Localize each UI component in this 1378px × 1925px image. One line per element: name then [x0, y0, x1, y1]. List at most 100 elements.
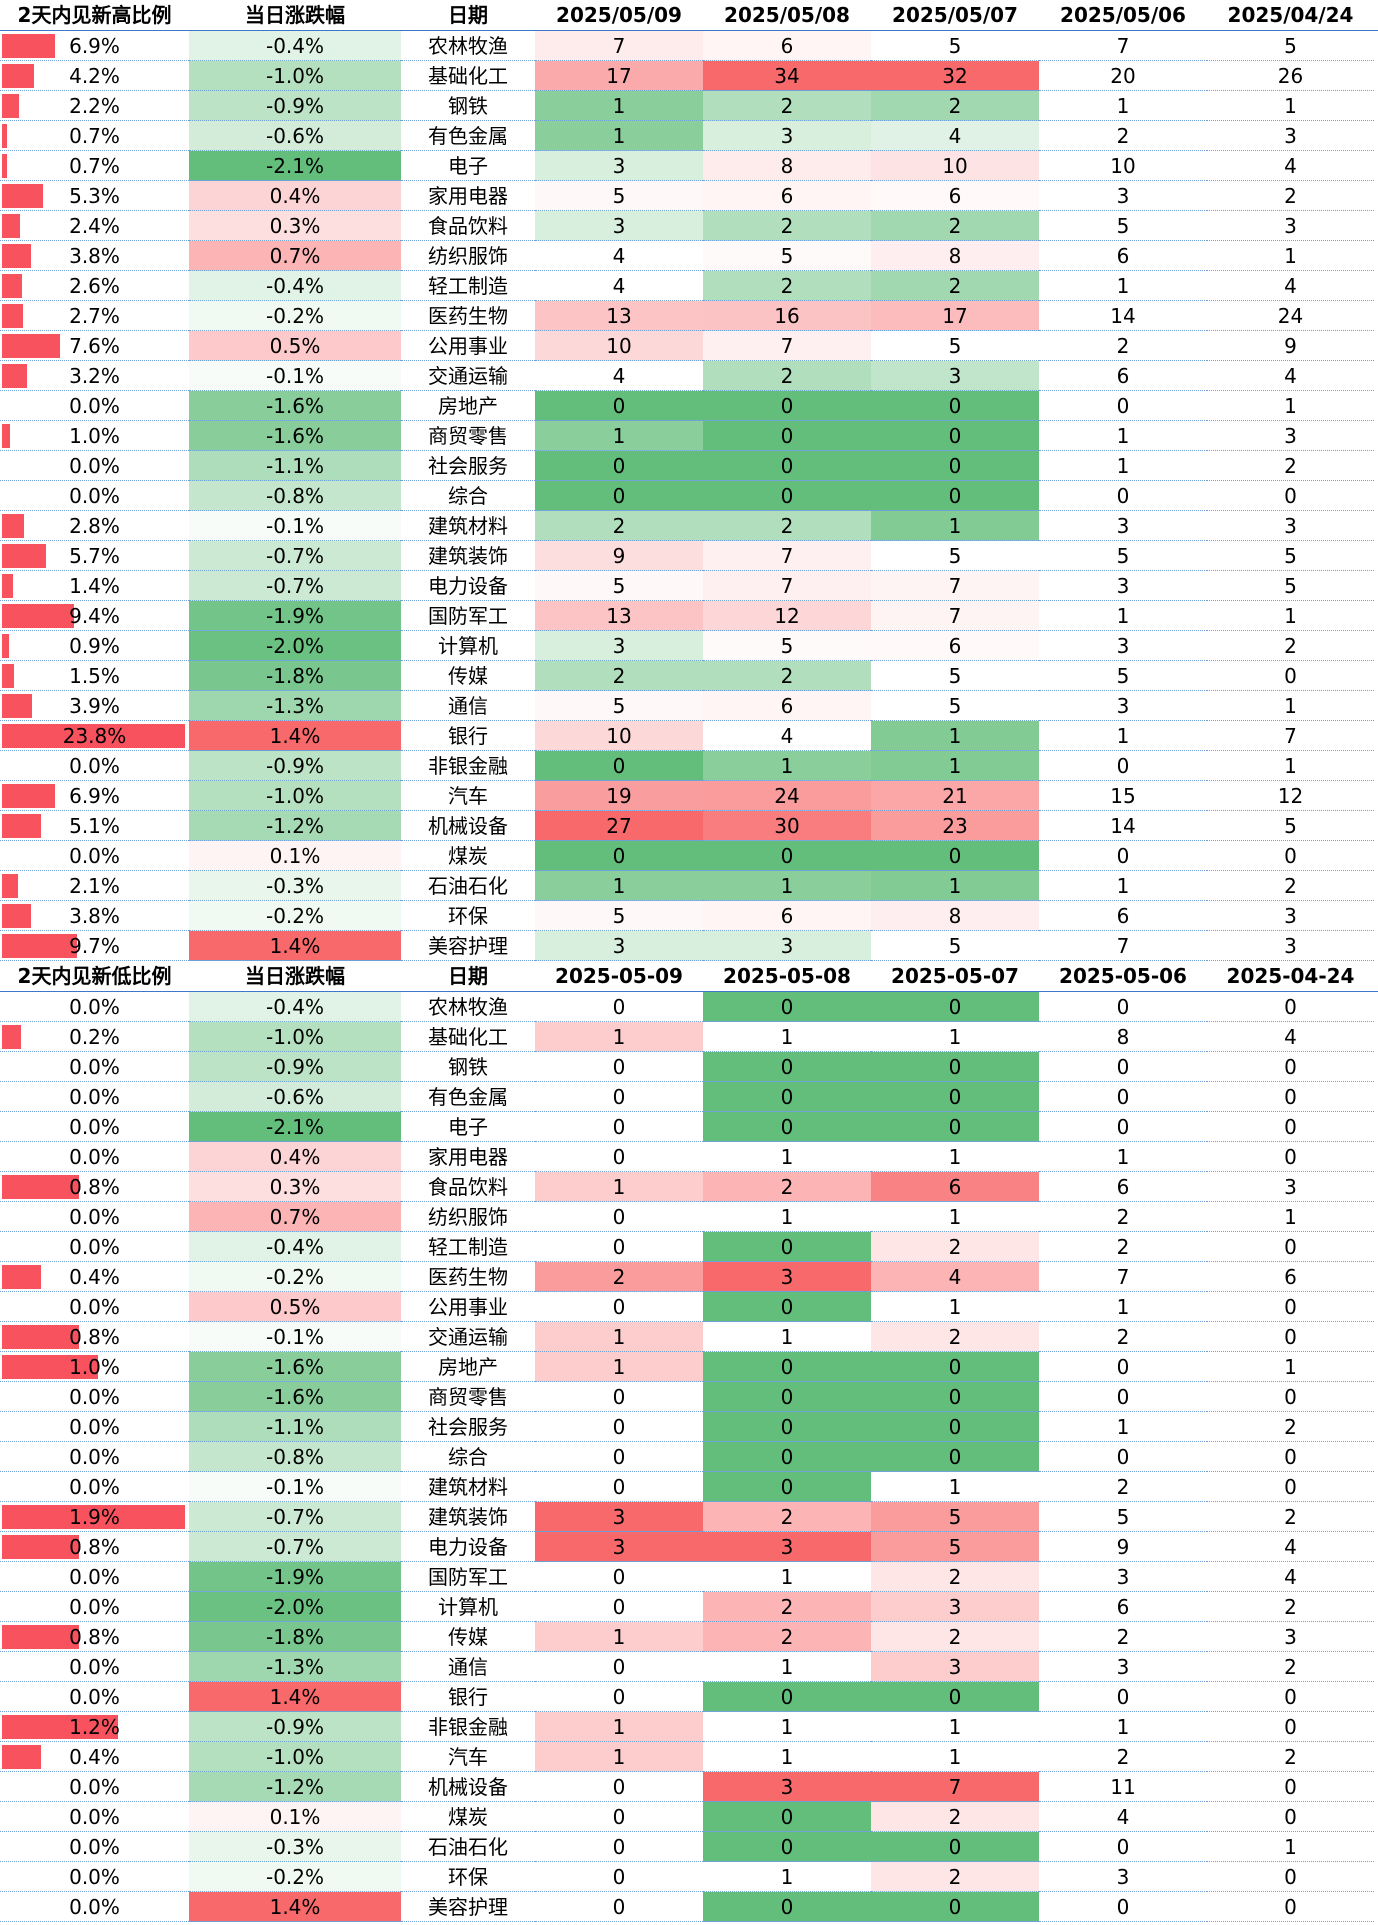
- low-table-row: 1.0% -1.6% 房地产 1 0 0 0 1: [0, 1352, 1378, 1382]
- low-industry-cell: 电子: [401, 1112, 535, 1142]
- low-table-row: 0.4% -0.2% 医药生物 2 3 4 7 6: [0, 1262, 1378, 1292]
- low-count-cell: 0: [535, 1232, 703, 1262]
- high-count-cell: 5: [1207, 811, 1374, 841]
- low-ratio-value: 0.2%: [69, 1025, 120, 1049]
- high-ratio-cell: 0.0%: [0, 451, 189, 481]
- low-count-cell: 0: [1039, 1112, 1207, 1142]
- high-count-cell: 2: [1207, 451, 1374, 481]
- high-header-cell: 2025/05/08: [724, 3, 850, 27]
- high-count-cell: 7: [535, 31, 703, 61]
- high-count-cell: 5: [535, 901, 703, 931]
- low-count-cell: 1: [703, 1142, 871, 1172]
- high-count-cell: 3: [1207, 511, 1374, 541]
- low-industry-cell: 纺织服饰: [401, 1202, 535, 1232]
- high-count-cell: 3: [871, 361, 1039, 391]
- high-industry-cell: 国防军工: [401, 601, 535, 631]
- low-count-cell: 0: [1207, 1112, 1374, 1142]
- high-count-cell: 2: [871, 91, 1039, 121]
- low-count-cell: 0: [871, 1442, 1039, 1472]
- low-count-cell: 1: [703, 1322, 871, 1352]
- high-table-row: 2.8% -0.1% 建筑材料 2 2 1 3 3: [0, 511, 1378, 541]
- low-table-row: 0.0% -0.9% 钢铁 0 0 0 0 0: [0, 1052, 1378, 1082]
- high-ratio-databar: [2, 214, 20, 238]
- high-header-cell: 2025/05/09: [556, 3, 682, 27]
- high-count-cell: 4: [535, 361, 703, 391]
- high-count-cell: 1: [1207, 751, 1374, 781]
- low-ratio-cell: 0.0%: [0, 1082, 189, 1112]
- high-table-row: 3.2% -0.1% 交通运输 4 2 3 6 4: [0, 361, 1378, 391]
- low-industry-cell: 电力设备: [401, 1532, 535, 1562]
- low-count-cell: 2: [1039, 1622, 1207, 1652]
- low-table-row: 0.8% -0.1% 交通运输 1 1 2 2 0: [0, 1322, 1378, 1352]
- low-count-cell: 0: [703, 1082, 871, 1112]
- low-ratio-value: 0.4%: [69, 1745, 120, 1769]
- low-count-cell: 4: [871, 1262, 1039, 1292]
- high-table-row: 0.7% -0.6% 有色金属 1 3 4 2 3: [0, 121, 1378, 151]
- low-count-cell: 4: [1207, 1562, 1374, 1592]
- high-ratio-cell: 5.7%: [0, 541, 189, 571]
- low-ratio-cell: 0.0%: [0, 1892, 189, 1922]
- low-count-cell: 0: [871, 1112, 1039, 1142]
- high-change-cell: -0.6%: [189, 121, 401, 151]
- low-change-cell: 0.1%: [189, 1802, 401, 1832]
- high-change-cell: 1.4%: [189, 721, 401, 751]
- high-header-cell: 2025/05/06: [1060, 3, 1186, 27]
- low-ratio-value: 1.0%: [69, 1355, 120, 1379]
- low-count-cell: 2: [871, 1622, 1039, 1652]
- high-count-cell: 6: [703, 901, 871, 931]
- low-industry-cell: 交通运输: [401, 1322, 535, 1352]
- low-count-cell: 2: [1039, 1202, 1207, 1232]
- high-ratio-databar: [2, 664, 14, 688]
- high-industry-cell: 食品饮料: [401, 211, 535, 241]
- high-ratio-cell: 2.1%: [0, 871, 189, 901]
- low-count-cell: 0: [871, 1682, 1039, 1712]
- high-count-cell: 2: [703, 271, 871, 301]
- low-count-cell: 2: [703, 1502, 871, 1532]
- high-ratio-databar: [2, 544, 46, 568]
- high-industry-cell: 石油石化: [401, 871, 535, 901]
- high-industry-cell: 家用电器: [401, 181, 535, 211]
- low-count-cell: 2: [703, 1592, 871, 1622]
- low-industry-cell: 公用事业: [401, 1292, 535, 1322]
- high-count-cell: 3: [535, 211, 703, 241]
- high-table-row: 1.4% -0.7% 电力设备 5 7 7 3 5: [0, 571, 1378, 601]
- high-ratio-databar: [2, 184, 43, 208]
- high-count-cell: 26: [1207, 61, 1374, 91]
- high-ratio-cell: 9.7%: [0, 931, 189, 961]
- high-ratio-cell: 5.1%: [0, 811, 189, 841]
- low-ratio-value: 0.0%: [69, 1385, 120, 1409]
- low-change-cell: -1.6%: [189, 1382, 401, 1412]
- high-count-cell: 7: [703, 541, 871, 571]
- low-count-cell: 4: [1039, 1802, 1207, 1832]
- high-ratio-value: 0.9%: [69, 634, 120, 658]
- low-industry-cell: 商贸零售: [401, 1382, 535, 1412]
- low-count-cell: 3: [871, 1592, 1039, 1622]
- low-count-cell: 5: [871, 1532, 1039, 1562]
- low-header-cell: 2025-05-06: [1059, 964, 1187, 988]
- high-count-cell: 0: [703, 391, 871, 421]
- low-ratio-databar: [2, 1715, 118, 1739]
- high-header-cell: 日期: [448, 3, 488, 27]
- low-count-cell: 1: [535, 1322, 703, 1352]
- high-count-cell: 2: [871, 271, 1039, 301]
- low-count-cell: 1: [871, 1472, 1039, 1502]
- high-industry-cell: 农林牧渔: [401, 31, 535, 61]
- low-header-cell: 日期: [448, 964, 488, 988]
- high-count-cell: 13: [535, 301, 703, 331]
- high-change-cell: -1.0%: [189, 781, 401, 811]
- high-industry-cell: 环保: [401, 901, 535, 931]
- high-count-cell: 3: [1039, 511, 1207, 541]
- low-count-cell: 0: [1039, 992, 1207, 1022]
- low-table-row: 0.0% -0.6% 有色金属 0 0 0 0 0: [0, 1082, 1378, 1112]
- low-change-cell: -0.4%: [189, 1232, 401, 1262]
- high-industry-cell: 轻工制造: [401, 271, 535, 301]
- high-count-cell: 0: [871, 451, 1039, 481]
- low-ratio-value: 0.0%: [69, 1595, 120, 1619]
- low-ratio-cell: 0.0%: [0, 1652, 189, 1682]
- low-count-cell: 1: [1039, 1142, 1207, 1172]
- high-change-cell: -2.1%: [189, 151, 401, 181]
- high-count-cell: 23: [871, 811, 1039, 841]
- low-count-cell: 2: [1039, 1472, 1207, 1502]
- high-industry-cell: 汽车: [401, 781, 535, 811]
- high-ratio-value: 2.2%: [69, 94, 120, 118]
